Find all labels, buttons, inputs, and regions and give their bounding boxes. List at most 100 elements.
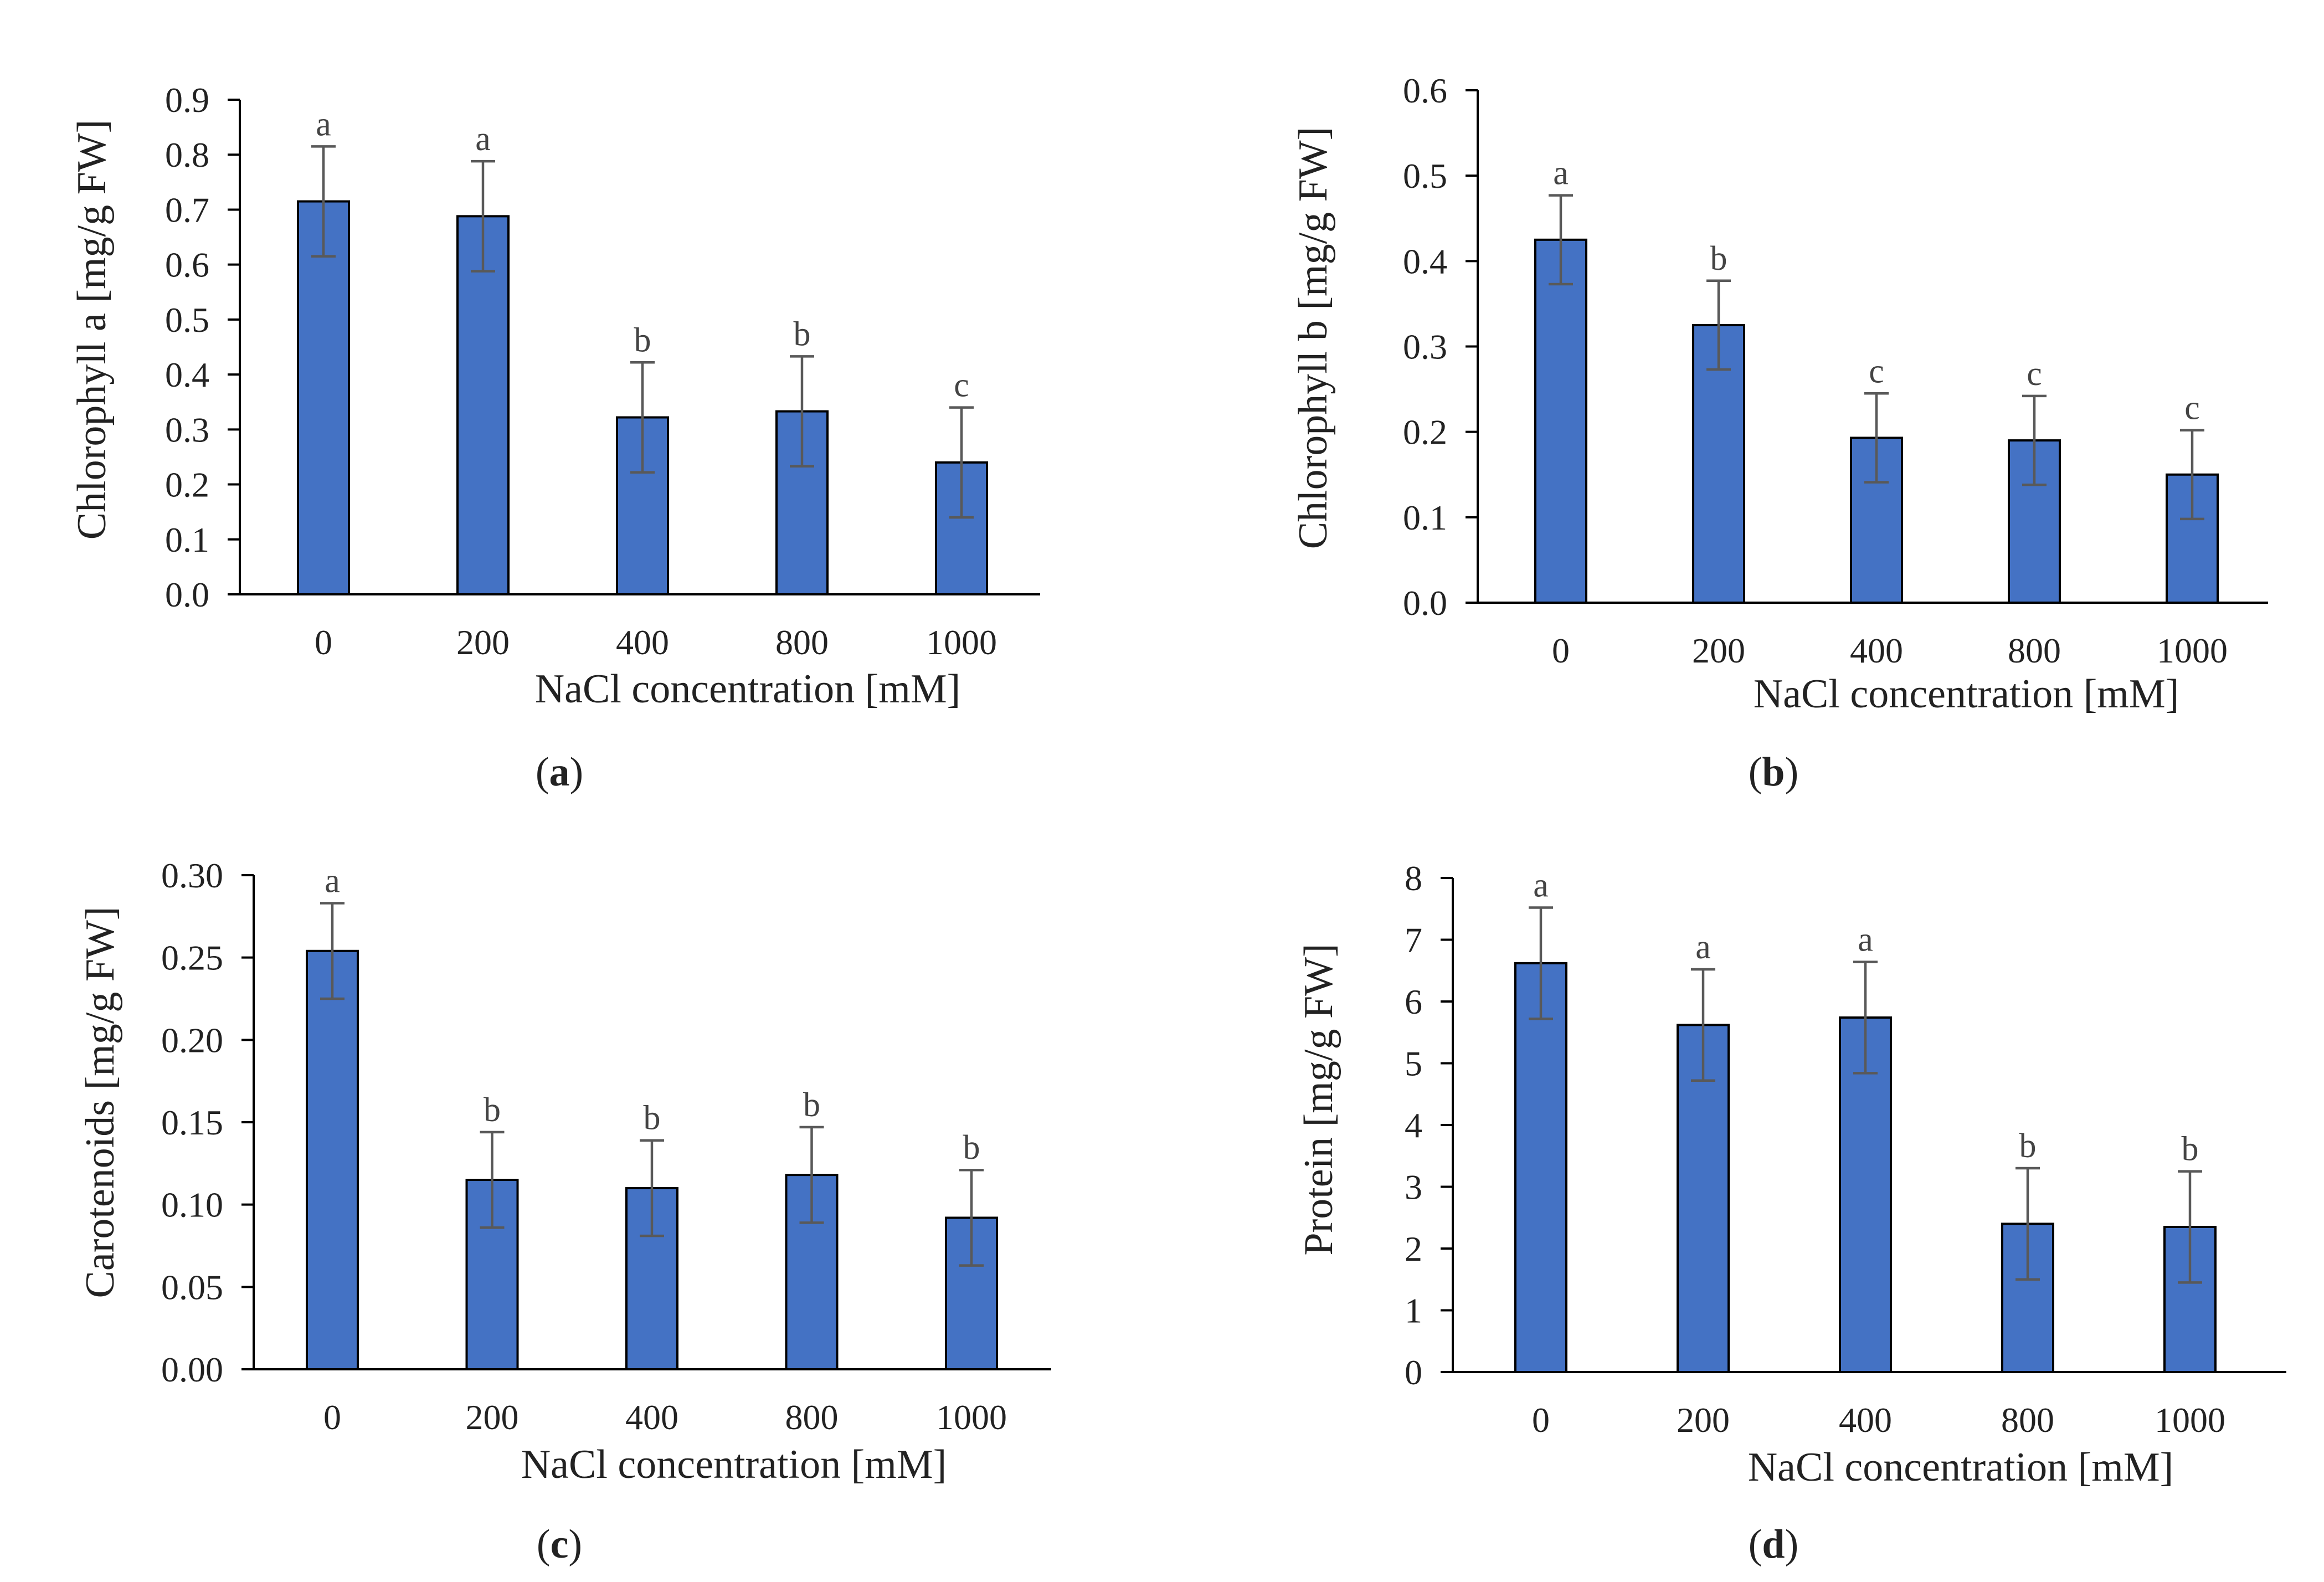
panel-a-significance-label-200: a xyxy=(475,120,491,158)
panel-d-y-tick-label: 5 xyxy=(1405,1044,1422,1083)
panel-a-bar-0 xyxy=(297,200,350,595)
panel-b: Chlorophyll b [mg/g FW] NaCl concentrati… xyxy=(1290,71,2268,795)
panel-d-y-tick-label: 8 xyxy=(1405,859,1422,898)
panel-b-caption-open: ( xyxy=(1749,749,1762,795)
panel-a-bar-200 xyxy=(456,215,510,595)
panel-b-error-bar-0 xyxy=(1549,194,1573,286)
panel-b-significance-label-1000: c xyxy=(2184,389,2200,427)
panel-b-x-tick-label-200: 200 xyxy=(1692,631,1745,670)
panel-c-y-axis-title: Carotenoids [mg/g FW] xyxy=(78,906,123,1298)
panel-b-y-tick-label: 0.2 xyxy=(1403,413,1447,452)
panel-c-y-tick-label: 0.00 xyxy=(161,1350,223,1389)
panel-c-significance-label-0: a xyxy=(325,862,340,900)
panel-d-y-axis-title: Protein [mg/g FW] xyxy=(1296,943,1341,1255)
panel-b-x-axis-title: NaCl concentration [mM] xyxy=(1754,671,2179,717)
panel-d-error-bar-1000 xyxy=(2178,1170,2202,1284)
panel-d-x-axis-title: NaCl concentration [mM] xyxy=(1748,1445,2174,1490)
panel-a-caption-open: ( xyxy=(536,749,549,795)
panel-c-error-bar-800 xyxy=(799,1126,824,1224)
panel-b-y-axis-title: Chlorophyll b [mg/g FW] xyxy=(1290,127,1336,549)
panel-d-y-tick-label: 6 xyxy=(1405,982,1422,1021)
panel-a-x-tick-label-400: 400 xyxy=(616,623,669,662)
panel-a: Chlorophyll a [mg/g FW] NaCl concentrati… xyxy=(69,80,1040,795)
panel-c-error-bar-400 xyxy=(640,1139,664,1237)
panel-c-significance-label-400: b xyxy=(644,1100,661,1137)
panel-d-y-tick-label: 0 xyxy=(1405,1353,1422,1392)
panel-d-y-tick-label: 3 xyxy=(1405,1168,1422,1207)
panel-b-bar-200 xyxy=(1692,323,1745,604)
panel-a-significance-label-800: b xyxy=(794,315,811,353)
panel-c-x-tick-label-1000: 1000 xyxy=(936,1398,1007,1437)
panel-a-x-tick-label-0: 0 xyxy=(315,623,332,662)
panel-d-y-tick-label: 4 xyxy=(1405,1106,1422,1145)
panel-a-x-axis-title: NaCl concentration [mM] xyxy=(535,666,961,712)
panel-a-y-tick-label: 0.0 xyxy=(165,575,209,614)
panel-c-significance-label-1000: b xyxy=(963,1129,980,1167)
panel-c-y-tick-label: 0.05 xyxy=(161,1267,223,1307)
panel-a-y-tick-label: 0.6 xyxy=(165,245,209,285)
panel-b-error-bar-1000 xyxy=(2180,429,2204,521)
panel-c-x-tick-label-400: 400 xyxy=(625,1398,678,1437)
panel-b-error-bar-400 xyxy=(1864,392,1889,484)
panel-d-significance-label-200: a xyxy=(1695,928,1711,966)
panel-d-significance-label-1000: b xyxy=(2182,1131,2199,1168)
panel-d-x-tick-label-200: 200 xyxy=(1677,1400,1730,1440)
panel-c-x-tick-label-800: 800 xyxy=(785,1398,839,1437)
panel-d-caption-close: ) xyxy=(1785,1522,1799,1567)
panel-b-bar-0 xyxy=(1534,238,1587,604)
panel-a-error-bar-0 xyxy=(311,145,336,258)
panel-c-y-tick-label: 0.10 xyxy=(161,1185,223,1225)
panel-d-x-tick-label-0: 0 xyxy=(1532,1400,1550,1440)
panel-a-y-tick-label: 0.3 xyxy=(165,410,209,449)
panel-a-x-tick-label-1000: 1000 xyxy=(926,623,997,662)
panel-c-caption-letter: c xyxy=(551,1522,569,1567)
panel-a-y-tick-label: 0.8 xyxy=(165,135,209,174)
panel-a-y-tick-label: 0.1 xyxy=(165,520,209,559)
panel-c-caption: (c) xyxy=(537,1522,582,1567)
panel-c-significance-label-200: b xyxy=(484,1091,501,1129)
panel-d-caption-letter: d xyxy=(1762,1522,1785,1567)
panel-c-error-bar-0 xyxy=(320,902,345,1000)
panel-a-error-bar-200 xyxy=(471,160,495,273)
panel-a-error-bar-400 xyxy=(630,361,655,474)
panel-c-bar-0 xyxy=(306,949,359,1370)
panel-d-x-tick-label-400: 400 xyxy=(1839,1400,1892,1440)
panel-c-significance-label-800: b xyxy=(803,1086,820,1124)
panel-d: Protein [mg/g FW] NaCl concentration [mM… xyxy=(1296,859,2286,1567)
panel-b-y-tick-label: 0.1 xyxy=(1403,498,1447,537)
panel-b-significance-label-400: c xyxy=(1869,352,1884,390)
panel-b-x-tick-label-0: 0 xyxy=(1552,631,1570,670)
panel-a-caption-letter: a xyxy=(549,749,570,795)
panel-b-caption: (b) xyxy=(1749,749,1798,795)
panel-d-error-bar-200 xyxy=(1691,968,1715,1082)
panel-d-caption: (d) xyxy=(1749,1522,1798,1567)
panel-a-y-tick-label: 0.9 xyxy=(165,80,209,120)
panel-c-y-tick-label: 0.25 xyxy=(161,938,223,978)
panel-d-y-tick-label: 7 xyxy=(1405,921,1422,960)
panel-d-significance-label-800: b xyxy=(2019,1127,2037,1165)
panel-a-y-axis-title: Chlorophyll a [mg/g FW] xyxy=(69,120,115,540)
panel-a-x-tick-label-800: 800 xyxy=(775,623,829,662)
panel-a-significance-label-0: a xyxy=(316,105,331,143)
panel-c-caption-open: ( xyxy=(537,1522,551,1567)
panel-d-y-tick-label: 1 xyxy=(1405,1291,1422,1331)
panel-a-y-tick-label: 0.4 xyxy=(165,355,209,394)
panel-b-y-tick-label: 0.0 xyxy=(1403,583,1447,623)
panel-a-error-bar-1000 xyxy=(949,406,974,519)
panel-d-y-tick-label: 2 xyxy=(1405,1229,1422,1268)
panel-c-error-bar-1000 xyxy=(959,1168,984,1267)
panel-c-y-tick-label: 0.20 xyxy=(161,1020,223,1060)
panel-b-caption-letter: b xyxy=(1762,749,1785,795)
panel-d-error-bar-800 xyxy=(2015,1167,2040,1281)
panel-a-caption: (a) xyxy=(536,749,583,795)
panel-b-x-tick-label-400: 400 xyxy=(1850,631,1903,670)
panel-b-significance-label-800: c xyxy=(2027,355,2042,393)
panel-c-caption-close: ) xyxy=(568,1522,582,1567)
panel-c-x-tick-label-0: 0 xyxy=(323,1398,341,1437)
panel-a-x-tick-label-200: 200 xyxy=(456,623,510,662)
panel-a-error-bar-800 xyxy=(790,355,814,468)
panel-c-error-bar-200 xyxy=(480,1131,505,1229)
panel-c-x-axis-title: NaCl concentration [mM] xyxy=(521,1442,947,1487)
panel-b-error-bar-200 xyxy=(1706,279,1731,371)
panel-c: Carotenoids [mg/g FW] NaCl concentration… xyxy=(78,856,1051,1567)
